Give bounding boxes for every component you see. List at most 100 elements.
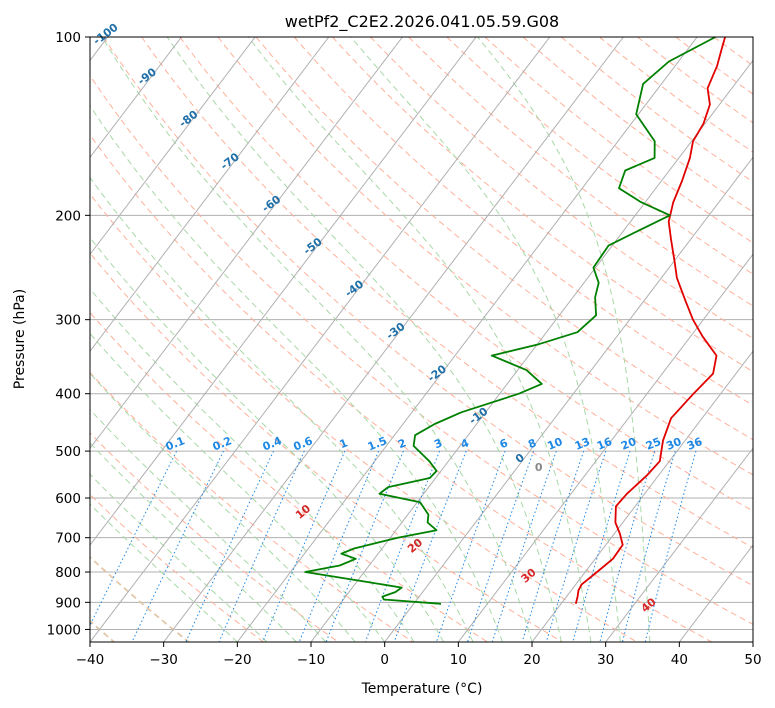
temperature-trace [574,37,726,605]
y-axis-ticks: 100 200 300 400 500 600 700 800 900 1000 [47,30,90,638]
mixing-ratio-label: 13 [573,435,592,453]
dry-adiabat-line [713,37,753,67]
x-tick-label: 50 [744,652,761,668]
mixing-ratio-label: 4 [459,436,471,451]
moist-adiabat-line [90,503,238,642]
y-tick-label: 500 [55,444,81,460]
moist-adiabat-line [90,236,445,642]
dry-adiabat-line [90,371,414,642]
mixing-ratio-label: 8 [526,436,538,451]
isotherm-line [90,37,477,546]
isotherm-line [457,253,753,642]
moist-adiabat-line [166,37,562,642]
y-tick-label: 400 [55,387,81,403]
moist-adiabat-line [90,442,297,642]
isotherm-label: -40 [342,277,366,300]
y-tick-label: 800 [55,565,81,581]
mixing-ratio-line [545,450,607,642]
moist-adiabat-line [90,176,474,642]
moist-adiabat-line [90,288,415,642]
dry-adiabat-line [179,37,753,512]
isotherm-line [678,544,753,642]
y-tick-label: 100 [55,30,81,46]
mixing-ratio-line [621,450,676,642]
isotherm-label: -30 [384,320,408,343]
dry-adiabat-line [332,37,753,373]
moist-adiabat-line [477,37,651,642]
isotherm-line [90,37,403,449]
mixing-ratio-line [185,450,274,642]
dry-adiabat-line [484,37,753,244]
dry-adiabat-line [675,37,753,95]
dry-adiabat-label: 30 [519,566,539,586]
isotherm-label: -20 [425,362,449,385]
isotherm-line [90,37,330,353]
isotherm-line [163,37,624,642]
mixing-ratio-label: 20 [619,435,638,453]
dry-adiabat-line [90,311,488,642]
isotherm-line [605,447,753,642]
x-tick-label: 10 [450,652,467,668]
dry-adiabat-line [90,252,563,642]
y-tick-label: 1000 [47,622,81,638]
dry-adiabat-line [370,37,753,340]
x-tick-label: −20 [223,652,252,668]
mixing-ratio-line [218,450,305,642]
mixing-ratio-label: 16 [595,435,614,453]
mixing-ratio-line [521,450,585,642]
y-axis-label: Pressure (hPa) [12,289,28,389]
mixing-ratio-label: 2 [396,436,408,451]
dewpoint-trace [304,37,716,605]
x-tick-label: 40 [671,652,688,668]
mixing-ratio-label: 6 [498,436,510,451]
moist-adiabat-line [90,473,268,642]
mixing-ratio-line [364,450,441,642]
dry-adiabat-line [751,37,753,39]
y-tick-label: 900 [55,595,81,611]
dry-adiabat-label: 20 [405,536,425,556]
dry-adiabat-line [255,37,753,441]
dry-adiabat-line [90,74,753,625]
chart-title: wetPf2_C2E2.2026.041.05.59.G08 [285,12,559,32]
mixing-ratio-line [131,450,224,642]
dry-adiabat-line [522,37,753,213]
isotherm-line [90,37,256,256]
x-tick-label: 0 [380,652,389,668]
dry-adiabat-line [103,37,753,587]
x-tick-label: −30 [149,652,178,668]
y-tick-label: 300 [55,313,81,329]
mixing-ratio-label: 3 [432,436,444,451]
mixing-ratio-label: 10 [545,435,564,453]
x-tick-label: −40 [76,652,105,668]
dry-adiabat-line [90,193,638,642]
y-tick-label: 200 [55,208,81,224]
background-lines [90,37,753,642]
mixing-ratio-label: 1 [338,436,350,451]
isotherm-label: -70 [218,150,242,173]
mixing-ratio-line [435,450,506,642]
moist-adiabat-line [350,37,621,642]
mixing-ratio-line [599,450,656,642]
dry-adiabat-line [90,493,264,642]
moist-adiabat-line [90,408,327,642]
mixing-ratio-label: 25 [644,435,663,453]
isotherm-line [236,37,698,642]
isotherm-label: -90 [135,65,159,88]
isotherm-line [384,156,753,642]
dry-adiabat-line [141,37,753,549]
moist-adiabat-line [90,332,386,642]
y-tick-label: 600 [55,491,81,507]
dry-adiabat-line [560,37,753,183]
isotherm-label: -50 [301,235,325,258]
x-tick-label: 30 [597,652,614,668]
isotherm-line [90,37,182,159]
moist-adiabat-line [247,37,592,642]
isotherm-line [752,641,753,642]
mixing-ratio-label: 36 [685,435,704,453]
dry-adiabat-line [446,37,753,275]
moist-adiabat-line [90,372,356,642]
dry-adiabat-line [293,37,753,406]
y-tick-label: 700 [55,531,81,547]
mixing-ratio-label: 30 [664,435,683,453]
